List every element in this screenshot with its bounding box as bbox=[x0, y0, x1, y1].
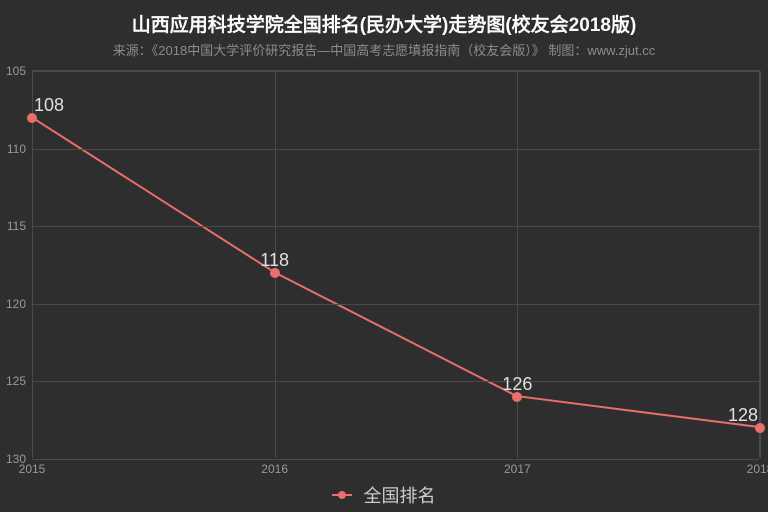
y-tick-label: 110 bbox=[7, 142, 32, 156]
legend-swatch bbox=[332, 494, 352, 496]
y-tick-label: 105 bbox=[6, 64, 32, 78]
gridline-h bbox=[32, 381, 759, 382]
legend: 全国排名 bbox=[0, 482, 768, 508]
data-point-label: 108 bbox=[34, 94, 64, 115]
gridline-h bbox=[32, 304, 759, 305]
gridline-h bbox=[32, 149, 759, 150]
data-point-label: 128 bbox=[728, 405, 758, 426]
ranking-line-chart: 山西应用科技学院全国排名(民办大学)走势图(校友会2018版) 来源：《2018… bbox=[0, 0, 768, 512]
x-tick-label: 2018 bbox=[747, 458, 768, 476]
data-point-label: 126 bbox=[502, 374, 532, 395]
gridline-h bbox=[32, 226, 759, 227]
gridline-v bbox=[760, 71, 761, 458]
x-tick-label: 2016 bbox=[261, 458, 288, 476]
chart-title: 山西应用科技学院全国排名(民办大学)走势图(校友会2018版) bbox=[0, 10, 768, 37]
x-tick-label: 2017 bbox=[504, 458, 531, 476]
gridline-h bbox=[32, 459, 759, 460]
data-point-label: 118 bbox=[260, 250, 289, 271]
plot-area: 1051101151201251302015201620172018108118… bbox=[32, 70, 760, 458]
y-tick-label: 115 bbox=[7, 219, 32, 233]
y-tick-label: 125 bbox=[6, 374, 32, 388]
chart-subtitle: 来源：《2018中国大学评价研究报告—中国高考志愿填报指南（校友会版）》 制图：… bbox=[0, 40, 768, 59]
gridline-v bbox=[32, 71, 33, 458]
y-tick-label: 120 bbox=[6, 297, 32, 311]
gridline-h bbox=[32, 71, 759, 72]
series-line bbox=[32, 71, 759, 458]
legend-label: 全国排名 bbox=[364, 482, 436, 508]
x-tick-label: 2015 bbox=[19, 458, 46, 476]
